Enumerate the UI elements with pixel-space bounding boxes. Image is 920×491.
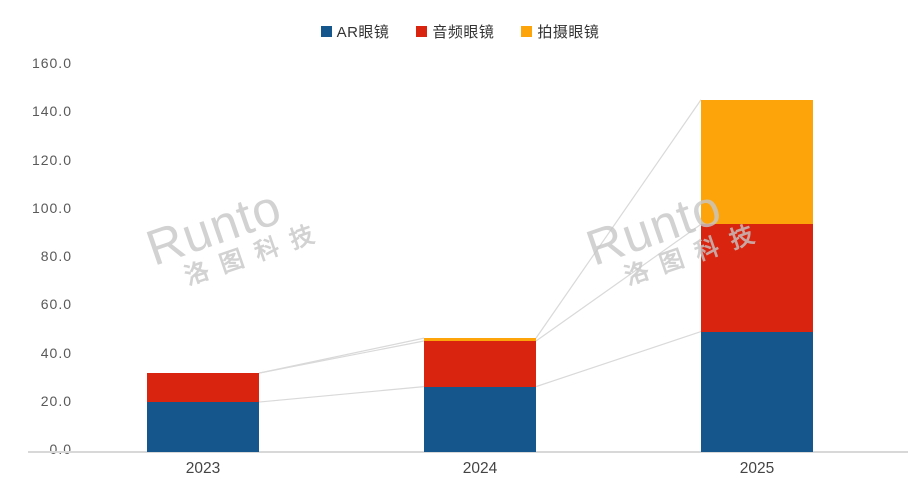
legend-label: AR眼镜 bbox=[336, 24, 390, 41]
connector-line bbox=[258, 337, 425, 374]
chart-legend: AR眼镜 音频眼镜 拍摄眼镜 bbox=[0, 21, 920, 42]
legend-item: 音频眼镜 bbox=[416, 21, 494, 42]
y-tick-label: 160.0 bbox=[31, 55, 72, 71]
legend-item: AR眼镜 bbox=[320, 21, 390, 42]
connector-line bbox=[535, 331, 702, 388]
y-tick-label: 60.0 bbox=[40, 296, 72, 313]
legend-swatch-icon bbox=[416, 26, 428, 37]
bar-segment bbox=[147, 373, 259, 403]
connector-line bbox=[535, 223, 702, 342]
x-tick-label: 2025 bbox=[739, 460, 775, 477]
bar-segment bbox=[424, 338, 536, 342]
y-tick-label: 100.0 bbox=[31, 199, 72, 216]
bar-segment bbox=[701, 224, 813, 332]
x-tick-label: 2024 bbox=[462, 460, 498, 477]
connector-line bbox=[258, 386, 425, 403]
connector-line bbox=[535, 99, 702, 339]
bar-segment bbox=[424, 386, 536, 452]
y-tick-label: 20.0 bbox=[40, 392, 72, 409]
legend-label: 拍摄眼镜 bbox=[537, 24, 600, 41]
legend-label: 音频眼镜 bbox=[432, 24, 495, 41]
bar-segment bbox=[701, 331, 813, 452]
x-axis-line bbox=[28, 451, 908, 453]
bar-segment bbox=[424, 341, 536, 387]
x-tick-label: 2023 bbox=[185, 460, 221, 477]
bar-segment bbox=[701, 99, 813, 225]
y-tick-label: 0.0 bbox=[49, 441, 72, 457]
legend-swatch-icon bbox=[320, 26, 332, 37]
legend-item: 拍摄眼镜 bbox=[521, 21, 599, 42]
bar-segment bbox=[147, 402, 259, 452]
y-tick-label: 120.0 bbox=[31, 151, 72, 168]
y-tick-label: 80.0 bbox=[40, 248, 72, 264]
y-tick-label: 140.0 bbox=[31, 103, 72, 120]
y-tick-label: 40.0 bbox=[40, 344, 72, 361]
legend-swatch-icon bbox=[521, 26, 533, 37]
